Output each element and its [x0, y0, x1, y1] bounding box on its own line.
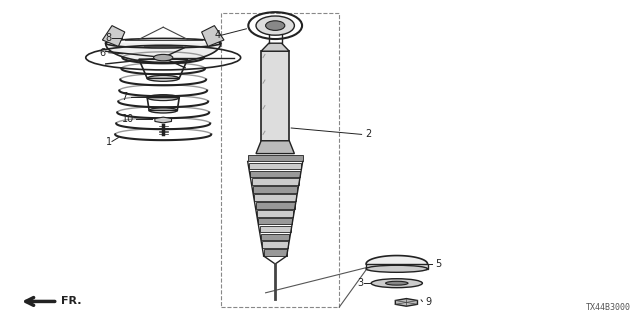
Text: 10: 10 — [122, 114, 134, 124]
Text: 8: 8 — [106, 33, 112, 44]
Polygon shape — [202, 26, 224, 46]
FancyBboxPatch shape — [253, 186, 298, 193]
Text: 9: 9 — [426, 297, 432, 308]
FancyBboxPatch shape — [264, 249, 287, 256]
Ellipse shape — [385, 281, 408, 285]
Ellipse shape — [371, 279, 422, 288]
FancyBboxPatch shape — [255, 202, 294, 209]
FancyBboxPatch shape — [257, 210, 293, 217]
Text: 5: 5 — [435, 259, 442, 269]
Ellipse shape — [154, 54, 173, 61]
Text: 4: 4 — [214, 30, 221, 40]
Polygon shape — [256, 141, 294, 154]
Text: TX44B3000: TX44B3000 — [586, 303, 630, 312]
FancyBboxPatch shape — [250, 171, 300, 177]
Text: 3: 3 — [357, 278, 364, 288]
Circle shape — [266, 21, 285, 30]
Polygon shape — [106, 43, 221, 62]
Polygon shape — [261, 43, 289, 51]
FancyBboxPatch shape — [262, 241, 288, 248]
Polygon shape — [396, 299, 417, 306]
FancyBboxPatch shape — [261, 234, 289, 240]
Text: 1: 1 — [106, 137, 112, 148]
FancyBboxPatch shape — [260, 226, 291, 232]
Polygon shape — [366, 256, 428, 264]
FancyBboxPatch shape — [259, 218, 292, 225]
Text: 6: 6 — [99, 48, 106, 58]
Circle shape — [256, 16, 294, 35]
Polygon shape — [366, 264, 428, 269]
Text: 2: 2 — [365, 129, 371, 140]
Text: 7: 7 — [122, 92, 128, 102]
Polygon shape — [155, 117, 172, 123]
FancyBboxPatch shape — [248, 155, 303, 162]
FancyBboxPatch shape — [252, 179, 299, 185]
Ellipse shape — [366, 265, 428, 272]
FancyBboxPatch shape — [249, 163, 301, 169]
Polygon shape — [102, 26, 125, 46]
Text: FR.: FR. — [61, 296, 81, 307]
FancyBboxPatch shape — [254, 194, 296, 201]
Polygon shape — [261, 51, 289, 141]
